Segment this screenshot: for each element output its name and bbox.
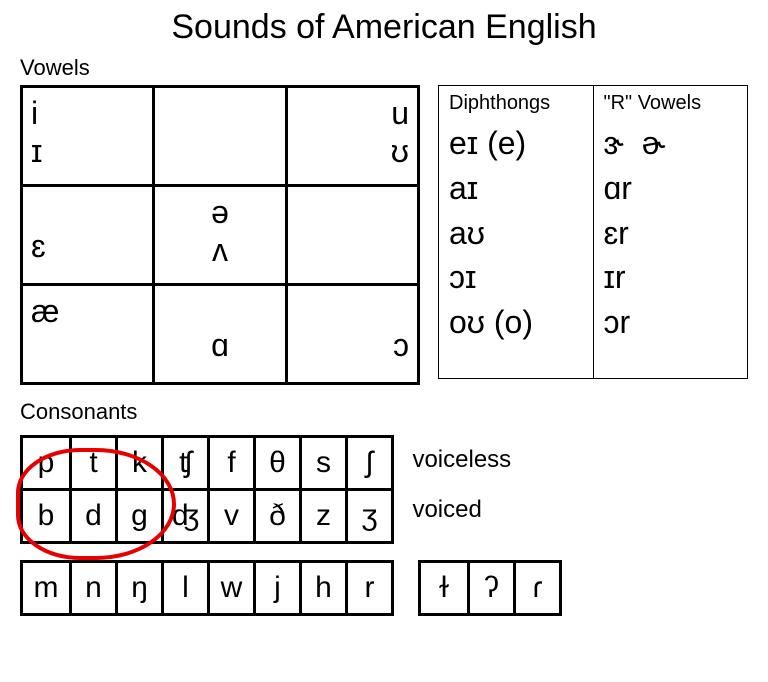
- ipa-symbol: u: [296, 94, 409, 132]
- vowel-cell: [152, 88, 284, 184]
- ipa-symbol: s: [299, 438, 345, 488]
- diphthong-column: Diphthongs eɪ (e) aɪ aʊ ɔɪ oʊ (o): [439, 86, 593, 378]
- ipa-symbol: aʊ: [449, 211, 583, 256]
- ipa-symbol: eɪ (e): [449, 121, 583, 166]
- ipa-symbol: ɔ: [393, 327, 409, 363]
- ipa-symbol: f: [207, 438, 253, 488]
- ipa-symbol: ɚ: [642, 121, 666, 166]
- top-row: i ɪ u ʊ ɛ ə ʌ æ ɑ: [0, 85, 768, 385]
- voiced-row: b d g ʤ v ð z ʒ: [23, 488, 391, 541]
- consonant-table-pairs: p t k ʧ f θ s ʃ b d g ʤ v ð z ʒ: [20, 435, 394, 544]
- ipa-symbol: ɛ: [31, 227, 144, 265]
- ipa-symbol: θ: [253, 438, 299, 488]
- ipa-symbol: oʊ (o): [449, 300, 583, 345]
- ipa-symbol: ʤ: [161, 491, 207, 541]
- vowels-label: Vowels: [0, 55, 768, 81]
- ipa-symbol: ð: [253, 491, 299, 541]
- consonant-table-extras: ɫ ʔ ɾ: [418, 560, 562, 616]
- ipa-symbol: m: [23, 563, 69, 613]
- vowel-cell: ɔ: [285, 286, 417, 382]
- voiceless-row: p t k ʧ f θ s ʃ: [23, 438, 391, 488]
- voiced-label: voiced: [412, 485, 511, 535]
- ipa-symbol: z: [299, 491, 345, 541]
- ipa-symbol: h: [299, 563, 345, 613]
- vowel-cell: ɑ: [152, 286, 284, 382]
- ipa-symbol: d: [69, 491, 115, 541]
- ipa-symbol: æ: [31, 293, 59, 329]
- r-vowels-column: "R" Vowels ɝ ɚ ɑr ɛr ɪr ɔr: [593, 86, 748, 378]
- ipa-symbol: aɪ: [449, 166, 583, 211]
- ipa-symbol: p: [23, 438, 69, 488]
- consonants-wrap: p t k ʧ f θ s ʃ b d g ʤ v ð z ʒ voiceles…: [0, 435, 768, 616]
- ipa-symbol: ɪ: [31, 132, 144, 170]
- diphthong-box: Diphthongs eɪ (e) aɪ aʊ ɔɪ oʊ (o) "R" Vo…: [438, 85, 748, 379]
- ipa-symbol: ʊ: [296, 132, 409, 170]
- vowel-cell: [285, 187, 417, 283]
- ipa-symbol: ʧ: [161, 438, 207, 488]
- r-vowels-header: "R" Vowels: [604, 92, 738, 115]
- ipa-symbol: k: [115, 438, 161, 488]
- page-title: Sounds of American English: [0, 0, 768, 53]
- voiceless-label: voiceless: [412, 435, 511, 485]
- vowel-grid: i ɪ u ʊ ɛ ə ʌ æ ɑ: [20, 85, 420, 385]
- ipa-symbol: l: [161, 563, 207, 613]
- ipa-symbol: ʒ: [345, 491, 391, 541]
- ipa-symbol: ɪr: [604, 255, 738, 300]
- vowel-cell: i ɪ: [23, 88, 152, 184]
- ipa-symbol: ɑr: [604, 166, 738, 211]
- vowel-cell: u ʊ: [285, 88, 417, 184]
- ipa-symbol: ʃ: [345, 438, 391, 488]
- ipa-symbol: g: [115, 491, 161, 541]
- ipa-symbol: w: [207, 563, 253, 613]
- ipa-symbol: ɔɪ: [449, 255, 583, 300]
- ipa-symbol: r: [345, 563, 391, 613]
- voicing-labels: voiceless voiced: [412, 435, 511, 535]
- ipa-symbol: ɫ: [421, 563, 467, 613]
- ipa-symbol: ʌ: [163, 231, 276, 269]
- vowel-cell: æ: [23, 286, 152, 382]
- ipa-symbol: ŋ: [115, 563, 161, 613]
- consonants-label: Consonants: [0, 399, 768, 425]
- ipa-symbol: v: [207, 491, 253, 541]
- ipa-symbol: ə: [163, 193, 276, 231]
- ipa-symbol: ɝ: [604, 121, 624, 166]
- consonant-table-sonorants: m n ŋ l w j h r: [20, 560, 394, 616]
- diphthong-header: Diphthongs: [449, 92, 583, 115]
- ipa-symbol: ɔr: [604, 300, 738, 345]
- ipa-symbol: t: [69, 438, 115, 488]
- ipa-symbol: ɾ: [513, 563, 559, 613]
- vowel-cell: ə ʌ: [152, 187, 284, 283]
- ipa-symbol: ʔ: [467, 563, 513, 613]
- ipa-symbol: b: [23, 491, 69, 541]
- ipa-symbol: ɑ: [211, 327, 229, 363]
- ipa-symbol: j: [253, 563, 299, 613]
- ipa-symbol: i: [31, 94, 144, 132]
- ipa-symbol: n: [69, 563, 115, 613]
- ipa-symbol: ɛr: [604, 211, 738, 256]
- vowel-cell: ɛ: [23, 187, 152, 283]
